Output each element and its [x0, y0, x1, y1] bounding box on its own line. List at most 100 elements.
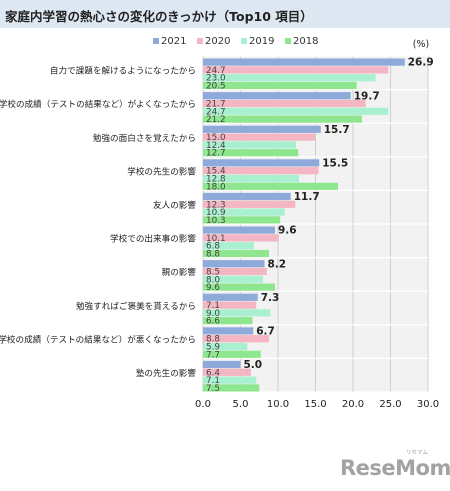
bar-2020-0: [203, 66, 389, 74]
data-label-2020-5: 10.1: [206, 234, 226, 244]
legend-label-2019: 2019: [249, 36, 274, 47]
data-label-2018-1: 21.2: [206, 115, 226, 125]
data-label-2018-2: 12.7: [206, 149, 226, 159]
x-tick-label-4: 20.0: [342, 399, 364, 410]
bar-2018-8: [203, 350, 261, 358]
bar-2021-5: [203, 226, 275, 234]
data-label-2019-3: 12.8: [206, 175, 226, 185]
bar-2021-2: [203, 125, 321, 133]
bar-2018-7: [203, 317, 253, 325]
data-label-2019-8: 5.9: [206, 343, 220, 353]
data-label-2020-9: 6.4: [206, 368, 220, 378]
bar-2021-3: [203, 159, 320, 167]
bar-2019-4: [203, 208, 285, 216]
chart-title: 家庭内学習の熱心さの変化のきっかけ（Top10 項目）: [5, 9, 313, 24]
bar-2019-8: [203, 342, 248, 351]
data-label-2018-6: 9.6: [206, 283, 220, 293]
bar-2021-6: [203, 260, 265, 268]
data-label-2021-3: 15.5: [322, 158, 348, 170]
legend-swatch-2020: [197, 38, 203, 44]
bar-2019-5: [203, 242, 254, 250]
category-label-6: 親の影響: [162, 266, 197, 278]
data-label-2019-1: 24.7: [206, 107, 226, 117]
data-label-2021-6: 8.2: [268, 258, 287, 270]
x-tick-label-0: 0.0: [195, 399, 211, 410]
bar-2019-7: [203, 309, 271, 317]
category-label-9: 塾の先生の影響: [136, 367, 197, 379]
bar-2019-1: [203, 107, 389, 115]
bar-2019-0: [203, 74, 376, 82]
data-label-2021-0: 26.9: [408, 57, 434, 69]
bar-2021-1: [203, 92, 351, 100]
data-label-2021-5: 9.6: [278, 225, 297, 237]
data-label-2019-5: 6.8: [206, 242, 220, 252]
bar-2018-2: [203, 149, 299, 157]
data-label-2018-7: 6.6: [206, 317, 220, 327]
bar-2018-6: [203, 283, 275, 291]
legend-swatch-2021: [153, 38, 159, 44]
category-label-4: 友人の影響: [153, 199, 196, 211]
data-label-2018-8: 7.7: [206, 350, 220, 360]
category-label-2: 勉強の面白さを覚えたから: [93, 132, 196, 144]
legend-label-2021: 2021: [161, 36, 186, 47]
data-label-2020-2: 15.0: [206, 133, 226, 143]
category-label-8: 学校の成績（テストの結果など）が悪くなったから: [0, 333, 196, 345]
category-label-0: 自力で課題を解けるようになったから: [50, 65, 196, 77]
category-label-3: 学校の先生の影響: [127, 165, 196, 177]
data-label-2019-4: 10.9: [206, 208, 226, 218]
category-label-1: 学校の成績（テストの結果など）がよくなったから: [0, 98, 196, 110]
data-label-2018-4: 10.3: [206, 216, 226, 226]
data-label-2020-7: 7.1: [206, 301, 220, 311]
bar-2018-0: [203, 81, 357, 90]
data-label-2019-9: 7.1: [206, 376, 220, 386]
x-tick-label-1: 5.0: [233, 399, 249, 410]
data-label-2018-3: 18.0: [206, 182, 226, 192]
x-tick-label-3: 15.0: [304, 399, 326, 410]
bar-2020-8: [203, 335, 269, 343]
title-band: [0, 0, 450, 28]
data-label-2021-1: 19.7: [354, 90, 380, 102]
data-label-2020-8: 8.8: [206, 335, 220, 345]
bar-2021-4: [203, 192, 291, 201]
data-label-2018-9: 7.5: [206, 384, 220, 394]
data-label-2018-5: 8.8: [206, 250, 220, 260]
legend-swatch-2018: [285, 38, 291, 44]
resemom-logo: ReseMom: [340, 456, 450, 480]
x-tick-label-5: 25.0: [379, 399, 401, 410]
data-label-2021-4: 11.7: [294, 191, 320, 203]
x-tick-label-2: 10.0: [267, 399, 289, 410]
bar-2018-5: [203, 249, 269, 258]
bar-2021-9: [203, 360, 241, 369]
bar-2018-4: [203, 216, 281, 224]
data-label-2018-0: 20.5: [206, 82, 226, 92]
bar-2020-6: [203, 267, 267, 276]
data-label-2020-1: 21.7: [206, 100, 226, 110]
bar-2019-3: [203, 174, 299, 183]
data-label-2020-6: 8.5: [206, 268, 220, 278]
x-tick-label-6: 30.0: [417, 399, 439, 410]
data-label-2021-7: 7.3: [261, 292, 280, 304]
bar-2019-9: [203, 376, 257, 384]
bar-2019-6: [203, 275, 263, 283]
data-label-2021-8: 6.7: [256, 326, 275, 338]
data-label-2019-7: 9.0: [206, 309, 220, 319]
bar-2020-1: [203, 99, 366, 108]
unit-label: (%): [413, 39, 429, 50]
category-label-7: 勉強すればご褒美を貰えるから: [76, 300, 196, 312]
bar-2021-7: [203, 293, 258, 301]
bar-2018-3: [203, 182, 338, 190]
data-label-2019-2: 12.4: [206, 141, 226, 151]
bar-2020-3: [203, 167, 319, 175]
data-label-2021-2: 15.7: [324, 124, 350, 136]
data-label-2019-0: 23.0: [206, 74, 226, 84]
bar-2020-7: [203, 301, 257, 309]
bar-2020-2: [203, 133, 316, 141]
bar-2020-9: [203, 368, 251, 376]
legend-label-2018: 2018: [293, 36, 318, 47]
data-label-2019-6: 8.0: [206, 275, 220, 285]
bar-2020-4: [203, 200, 296, 208]
bar-2018-9: [203, 384, 260, 392]
data-label-2021-9: 5.0: [244, 359, 263, 371]
data-label-2020-3: 15.4: [206, 167, 226, 177]
